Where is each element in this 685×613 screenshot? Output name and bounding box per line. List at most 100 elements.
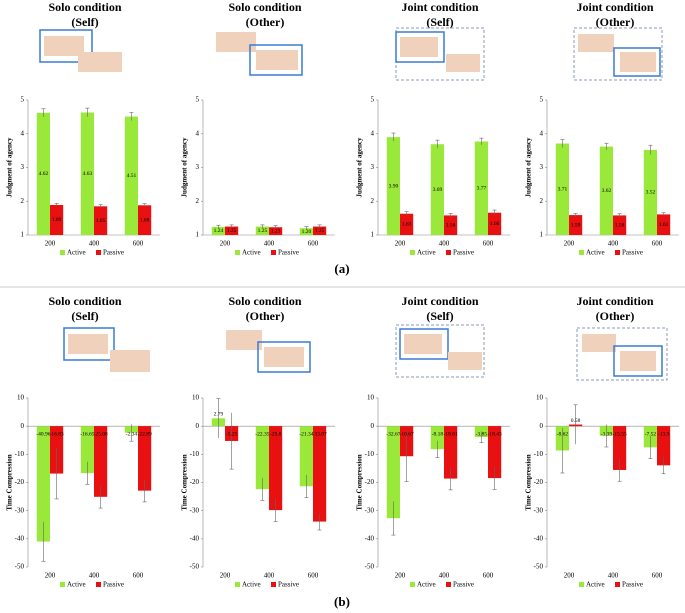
legend-swatch — [271, 582, 276, 587]
legend-swatch — [446, 582, 451, 587]
legend-label: Active — [67, 581, 86, 589]
y-tick-label: 4 — [21, 129, 25, 137]
bar — [599, 146, 613, 235]
legend-swatch — [235, 250, 240, 255]
y-tick-label: 5 — [196, 96, 200, 104]
bar — [569, 215, 583, 235]
legend-swatch — [579, 582, 584, 587]
bar — [313, 426, 327, 522]
hand — [620, 351, 656, 371]
hand — [78, 52, 122, 72]
y-tick-label: 4 — [540, 129, 544, 137]
y-tick-label: -50 — [15, 563, 25, 571]
legend-label: Active — [586, 249, 605, 257]
y-tick-label: -20 — [534, 478, 544, 486]
hand — [620, 52, 656, 72]
x-tick-label: 400 — [264, 240, 275, 248]
bar — [269, 227, 283, 235]
x-tick-label: 200 — [45, 572, 56, 580]
value-label: -8.62 — [557, 431, 569, 437]
legend-swatch — [410, 250, 415, 255]
value-label: 1.63 — [402, 222, 412, 228]
value-label: -8.18 — [432, 431, 444, 437]
y-tick-label: 4 — [371, 129, 375, 137]
y-tick-label: 2 — [540, 197, 544, 205]
hand — [256, 50, 298, 70]
value-label: -16.83 — [49, 431, 63, 437]
y-tick-label: -50 — [190, 563, 200, 571]
hand — [400, 37, 438, 57]
value-label: -16.65 — [80, 431, 94, 437]
value-label: -3.39 — [601, 431, 613, 437]
value-label: 1.58 — [446, 222, 456, 228]
photo-frame — [399, 328, 449, 360]
value-label: 1.58 — [615, 222, 625, 228]
value-label: 1.25 — [258, 228, 268, 234]
photo-frame — [257, 341, 311, 373]
photo-frame — [63, 327, 115, 361]
value-label: -7.52 — [645, 431, 657, 437]
y-tick-label: -30 — [15, 506, 25, 514]
y-tick-label: -10 — [534, 450, 544, 458]
chart-subtitle: (Self) — [71, 309, 98, 323]
x-tick-label: 600 — [133, 240, 144, 248]
bar — [555, 143, 569, 235]
y-tick-label: -50 — [365, 563, 375, 571]
legend-label: Passive — [622, 249, 643, 257]
hand — [448, 352, 482, 370]
y-tick-label: -30 — [365, 506, 375, 514]
bar — [255, 226, 269, 235]
y-tick-label: 1 — [540, 231, 544, 239]
bar — [657, 426, 671, 466]
x-tick-label: 600 — [652, 240, 663, 248]
value-label: -25.08 — [93, 431, 107, 437]
y-tick-label: 3 — [371, 163, 375, 171]
chart-subtitle: (Self) — [426, 309, 453, 323]
value-label: 1.24 — [214, 228, 224, 234]
legend-label: Passive — [103, 581, 124, 589]
bar — [474, 141, 488, 235]
x-tick-label: 400 — [264, 572, 275, 580]
bar — [269, 426, 283, 511]
legend-swatch — [60, 582, 65, 587]
legend-label: Passive — [278, 581, 299, 589]
value-label: 1.66 — [490, 221, 500, 227]
chart-title: Solo condition — [48, 294, 121, 308]
value-label: 3.52 — [646, 190, 656, 196]
legend-swatch — [96, 250, 101, 255]
y-tick-label: 10 — [192, 394, 200, 402]
value-label: -22.35 — [255, 431, 269, 437]
y-axis-label: Time Compression — [181, 454, 189, 510]
x-tick-label: 200 — [395, 572, 406, 580]
value-label: 1.89 — [52, 217, 62, 223]
y-axis-label: Time Compression — [525, 454, 533, 510]
y-tick-label: 10 — [367, 394, 375, 402]
panel-label: (b) — [334, 594, 350, 609]
chart-subtitle: (Other) — [596, 309, 635, 323]
y-tick-label: -10 — [365, 450, 375, 458]
legend-label: Passive — [453, 581, 474, 589]
photo-frame — [613, 47, 661, 77]
chart-title: Solo condition — [48, 0, 121, 14]
legend-swatch — [615, 250, 620, 255]
value-label: -40.96 — [36, 431, 50, 437]
chart-title: Joint condition — [401, 0, 478, 14]
photo-frame — [395, 31, 445, 63]
y-tick-label: 3 — [196, 163, 200, 171]
value-label: 3.90 — [389, 183, 399, 189]
y-tick-label: 2 — [196, 197, 200, 205]
bar — [80, 112, 94, 235]
y-tick-label: 5 — [540, 96, 544, 104]
value-label: 3.71 — [558, 187, 568, 193]
bar — [299, 228, 313, 235]
legend-swatch — [446, 250, 451, 255]
x-tick-label: 400 — [89, 572, 100, 580]
x-tick-label: 400 — [439, 240, 450, 248]
value-label: -32.67 — [386, 431, 400, 437]
legend-label: Passive — [453, 249, 474, 257]
y-axis-label: Judgment of agency — [356, 137, 364, 197]
value-label: -13.9 — [658, 431, 670, 437]
y-tick-label: 5 — [371, 96, 375, 104]
bar — [211, 226, 225, 235]
hand — [44, 36, 84, 56]
